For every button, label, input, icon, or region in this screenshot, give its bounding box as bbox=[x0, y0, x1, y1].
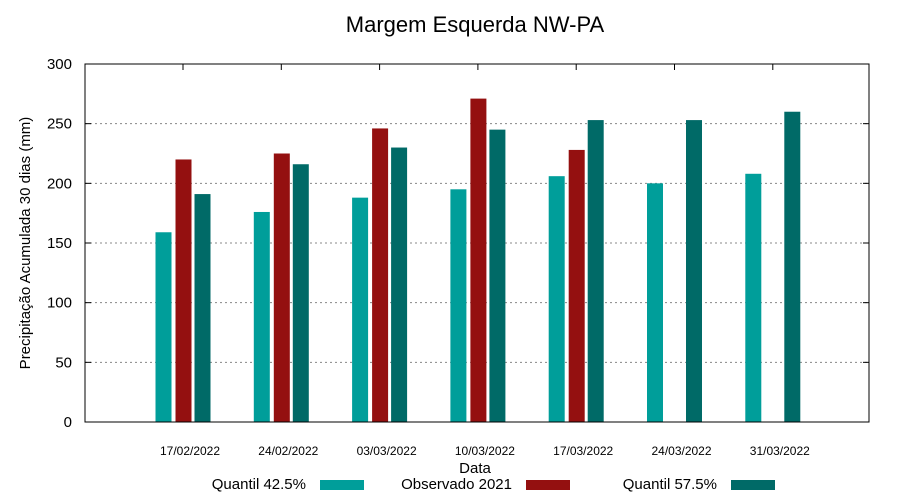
x-tick-label: 24/02/2022 bbox=[258, 444, 318, 458]
bar-1-4 bbox=[568, 149, 585, 423]
x-tick-label: 17/02/2022 bbox=[160, 444, 220, 458]
x-tick-label: 10/03/2022 bbox=[455, 444, 515, 458]
y-tick-label: 200 bbox=[47, 175, 72, 192]
x-tick-label: 03/03/2022 bbox=[357, 444, 417, 458]
x-tick-label: 24/03/2022 bbox=[651, 444, 711, 458]
bar-0-3 bbox=[450, 189, 467, 422]
bar-0-2 bbox=[352, 197, 369, 422]
bar-2-4 bbox=[587, 120, 604, 422]
chart-title: Margem Esquerda NW-PA bbox=[346, 12, 605, 37]
bar-1-2 bbox=[372, 128, 389, 422]
bar-2-2 bbox=[391, 147, 408, 423]
x-axis-label: Data bbox=[459, 460, 491, 477]
y-tick-label: 50 bbox=[55, 354, 72, 371]
legend-label-0: Quantil 42.5% bbox=[212, 476, 306, 493]
legend-swatch-1 bbox=[526, 480, 570, 490]
bar-2-5 bbox=[686, 120, 702, 422]
x-tick-label: 31/03/2022 bbox=[750, 444, 810, 458]
y-tick-label: 0 bbox=[64, 414, 72, 431]
bar-1-3 bbox=[470, 98, 487, 423]
bar-1-1 bbox=[273, 153, 290, 422]
legend-label-1: Observado 2021 bbox=[401, 476, 512, 493]
y-tick-label: 250 bbox=[47, 116, 72, 133]
legend: Quantil 42.5% Observado 2021 Quantil 57.5% bbox=[212, 476, 775, 493]
y-tick-label: 100 bbox=[47, 295, 72, 312]
bar-0-4 bbox=[548, 176, 565, 422]
legend-swatch-0 bbox=[320, 480, 364, 490]
legend-swatch-2 bbox=[731, 480, 775, 490]
bar-2-1 bbox=[292, 164, 309, 423]
y-tick-label: 300 bbox=[47, 56, 72, 73]
bars bbox=[155, 98, 801, 423]
bar-2-0 bbox=[194, 194, 211, 422]
bar-1-0 bbox=[175, 159, 192, 422]
bar-2-6 bbox=[784, 111, 801, 422]
y-tick-label: 150 bbox=[47, 235, 72, 252]
bar-0-1 bbox=[253, 211, 270, 422]
y-axis-label: Precipitação Acumulada 30 dias (mm) bbox=[17, 117, 34, 370]
bar-2-3 bbox=[489, 129, 506, 422]
bar-0-0 bbox=[155, 232, 172, 422]
x-tick-label: 17/03/2022 bbox=[553, 444, 613, 458]
bar-0-5 bbox=[647, 183, 663, 422]
bar-0-6 bbox=[745, 173, 762, 422]
legend-label-2: Quantil 57.5% bbox=[623, 476, 717, 493]
axis-ticks: 0 50 100 150 200 250 300 17/02/2022 24/02/2022 03… bbox=[47, 56, 869, 458]
